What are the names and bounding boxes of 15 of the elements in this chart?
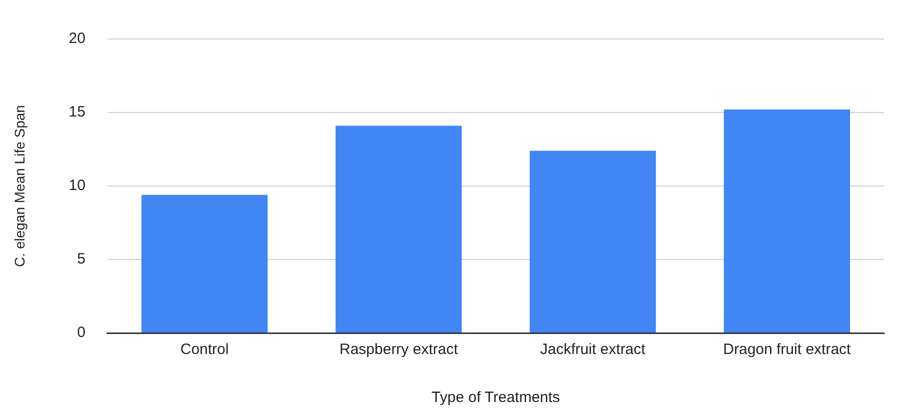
x-tick-label: Dragon fruit extract [723, 341, 852, 358]
bar [530, 150, 656, 332]
x-tick-label: Jackfruit extract [540, 341, 646, 358]
y-axis-title: C. elegan Mean Life Span [11, 105, 28, 267]
y-tick-label: 5 [77, 250, 86, 268]
bar [336, 126, 462, 332]
x-tick-label: Control [180, 341, 229, 358]
x-tick-label: Raspberry extract [339, 341, 459, 358]
y-tick-label: 20 [68, 30, 86, 48]
bar [724, 110, 850, 332]
x-axis-title: Type of Treatments [432, 389, 560, 406]
bar [141, 194, 268, 332]
y-tick-label: 0 [77, 324, 86, 342]
y-tick-label: 10 [68, 177, 86, 194]
y-tick-label: 15 [68, 104, 86, 121]
